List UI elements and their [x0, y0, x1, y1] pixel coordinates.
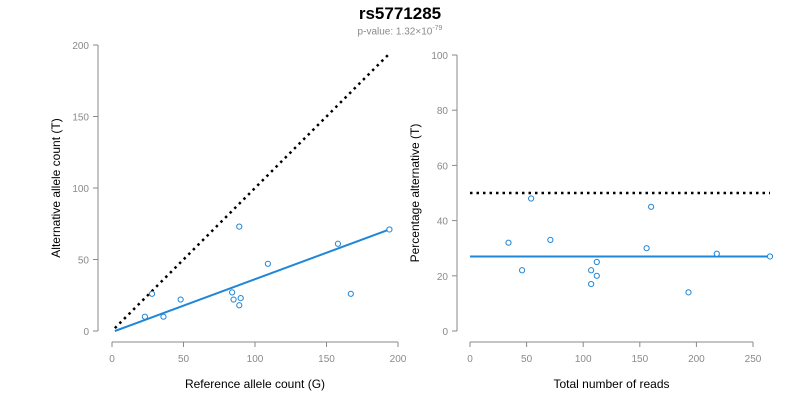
right-data-point [713, 250, 720, 257]
left-data-point [236, 223, 243, 230]
right-x-tick-label: 200 [688, 354, 705, 365]
left-y-tick-label: 100 [72, 184, 89, 195]
left-x-tick-label: 50 [178, 354, 190, 365]
right-x-tick-label: 0 [467, 354, 473, 365]
left-data-point [347, 290, 354, 297]
left-plot: 0 50 100 150 200 0 50 100 150 200 Reference allele… [49, 41, 407, 391]
left-data-point [141, 313, 148, 320]
left-data-point [334, 240, 342, 247]
left-data-point [160, 313, 167, 320]
right-x-tick-label: 250 [745, 354, 762, 365]
right-y-tick-label: 80 [437, 106, 449, 117]
right-y-tick-label: 100 [431, 51, 448, 62]
p-value-exponent: -79 [432, 25, 443, 32]
left-y-tick-label: 0 [83, 327, 89, 338]
left-data-point [237, 295, 244, 302]
left-x-tick-label: 100 [247, 354, 264, 365]
right-data-point [766, 253, 774, 260]
left-y-tick-label: 50 [78, 256, 90, 267]
right-y-tick-label: 0 [442, 327, 448, 338]
right-data-point [593, 258, 600, 266]
left-x-tick-label: 200 [390, 354, 407, 365]
right-y-tick-label: 60 [437, 161, 449, 172]
left-data-point [177, 296, 184, 303]
right-y-tick-label: 40 [437, 217, 449, 228]
left-x-tick-label: 150 [318, 354, 335, 365]
left-data-point [264, 260, 271, 267]
left-y-tick-label: 150 [72, 113, 89, 124]
chart-title: rs5771285 [358, 4, 442, 23]
left-data-point [230, 296, 237, 303]
right-x-axis-title: Total number of reads [553, 377, 669, 391]
right-x-tick-label: 50 [521, 354, 533, 365]
left-y-axis-title: Alternative allele count (T) [49, 118, 63, 257]
left-y-tick-label: 200 [72, 41, 89, 52]
left-data-point [236, 302, 243, 309]
left-x-tick-label: 0 [109, 354, 115, 365]
left-data-point [386, 226, 393, 233]
right-y-axis-title: Percentage alternative (T) [408, 124, 422, 263]
right-data-point [685, 289, 692, 296]
right-data-point [648, 203, 655, 210]
right-data-point [588, 267, 595, 274]
right-plot: 0 50 100 150 200 250 0 20 40 60 80 100 Total number … [408, 51, 774, 391]
p-value-text: p-value: 1.32×10 [357, 26, 433, 38]
right-y-tick-label: 20 [437, 272, 449, 283]
left-reference-line [113, 52, 391, 330]
right-data-point [588, 280, 595, 288]
right-data-point [643, 245, 650, 252]
right-data-point [547, 236, 554, 244]
right-data-point [528, 195, 535, 202]
right-data-point [593, 272, 600, 279]
left-data-point [229, 289, 236, 296]
left-fit-line [114, 228, 390, 332]
p-value-subtitle: p-value: 1.32×10-79 [0, 25, 800, 37]
right-data-point [518, 267, 526, 274]
right-x-tick-label: 100 [575, 354, 592, 365]
left-x-axis-title: Reference allele count (G) [185, 377, 325, 391]
right-data-point [505, 239, 512, 246]
right-x-tick-label: 150 [631, 354, 648, 365]
left-data-point [148, 290, 156, 297]
